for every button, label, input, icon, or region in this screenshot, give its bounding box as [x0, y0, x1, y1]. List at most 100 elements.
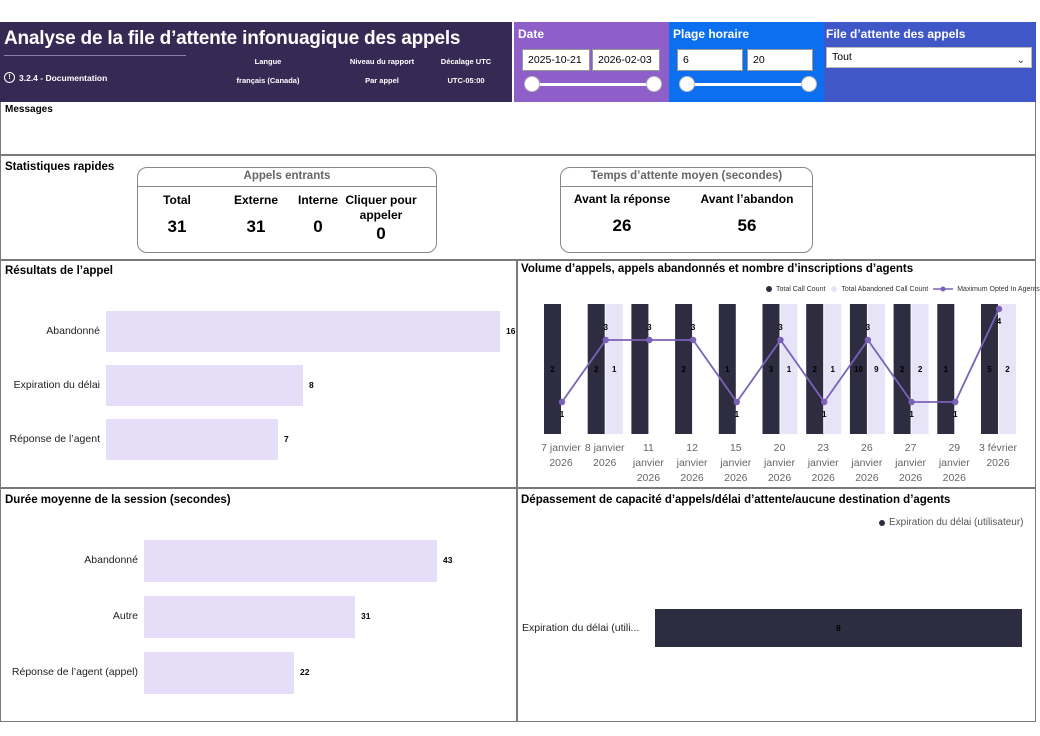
bar[interactable] — [106, 419, 278, 460]
report-title: Analyse de la file d’attente infonuagiqu… — [4, 28, 461, 49]
agents-point[interactable] — [777, 336, 784, 344]
bar[interactable] — [144, 596, 355, 638]
language-value: français (Canada) — [236, 76, 300, 85]
total-call-bar[interactable] — [718, 304, 736, 434]
stat-external-value: 31 — [246, 217, 266, 236]
agents-point[interactable] — [733, 398, 740, 406]
total-call-value-label: 2 — [594, 365, 599, 374]
total-call-bar[interactable] — [893, 304, 911, 434]
chevron-down-icon: ⌄ — [1016, 55, 1025, 66]
quick-stats-panel: Statistiques rapides Appels entrants Tot… — [0, 155, 1036, 260]
bar-category-label: Autre — [112, 610, 138, 622]
bar[interactable] — [144, 540, 437, 582]
hours-slider-track[interactable] — [687, 83, 809, 86]
abandoned-call-bar[interactable] — [780, 304, 798, 434]
title-underline — [4, 55, 186, 56]
total-call-bar[interactable] — [675, 304, 693, 434]
agents-value-label: 4 — [997, 317, 1002, 326]
queue-select[interactable]: Tout ⌄ — [826, 47, 1032, 68]
legend-abandoned-dot — [831, 286, 838, 292]
abandoned-call-value-label: 9 — [874, 365, 879, 374]
total-call-bar[interactable] — [587, 304, 605, 434]
overflow-legend-label: Expiration du délai (utilisateur) — [889, 517, 1024, 528]
x-axis-tick-label: 2026 — [812, 472, 836, 484]
agents-point[interactable] — [995, 305, 1003, 313]
x-axis-tick-label: 2026 — [943, 472, 967, 484]
x-axis-tick-label: 2026 — [855, 472, 879, 484]
agents-value-label: 1 — [909, 410, 914, 419]
documentation-link[interactable]: ! 3.2.4 - Documentation — [4, 72, 107, 83]
bar-category-label: Réponse de l’agent (appel) — [11, 666, 138, 678]
date-end-input[interactable]: 2026-02-03 — [592, 49, 660, 71]
agents-point[interactable] — [602, 336, 609, 344]
agents-point[interactable] — [646, 336, 653, 344]
queue-filter-title: File d’attente des appels — [826, 27, 966, 41]
agents-point[interactable] — [558, 398, 566, 406]
abandoned-call-value-label: 1 — [830, 365, 835, 374]
total-call-value-label: 2 — [812, 365, 817, 374]
stat-external-label: Externe — [233, 193, 279, 207]
hours-start-input[interactable]: 6 — [677, 49, 743, 71]
overflow-legend: Expiration du délai (utilisateur) — [879, 517, 1024, 528]
abandoned-call-bar[interactable] — [605, 304, 623, 434]
abandoned-call-value-label: 1 — [787, 365, 792, 374]
x-axis-tick-label: 26 — [861, 442, 873, 454]
hours-slider-end-handle[interactable] — [801, 76, 817, 92]
bar[interactable] — [144, 652, 294, 694]
x-axis-tick-label: janvier — [807, 457, 839, 469]
x-axis-tick-label: janvier — [676, 457, 708, 469]
agents-point[interactable] — [908, 398, 915, 406]
bar[interactable] — [106, 311, 500, 352]
date-slider-track[interactable] — [532, 83, 654, 86]
hours-end-input[interactable]: 20 — [747, 49, 813, 71]
date-filter-title: Date — [518, 27, 545, 41]
total-call-bar[interactable] — [849, 304, 867, 434]
total-call-bar[interactable] — [631, 304, 649, 434]
bar-category-label: Expiration du délai (utili... — [522, 622, 640, 634]
agents-point[interactable] — [689, 336, 697, 344]
x-axis-tick-label: 2026 — [899, 472, 923, 484]
total-call-bar[interactable] — [762, 304, 780, 434]
queue-select-value: Tout — [832, 51, 852, 63]
abandoned-call-bar[interactable] — [824, 304, 842, 434]
stat-click-to-call-label: Cliquer pour appeler — [345, 193, 417, 222]
agents-point[interactable] — [821, 398, 828, 406]
date-slider-start-handle[interactable] — [524, 76, 540, 92]
x-axis-tick-label: janvier — [632, 457, 664, 469]
bar-category-label: Réponse de l’agent — [9, 432, 101, 445]
abandoned-call-value-label: 2 — [1005, 365, 1010, 374]
bar[interactable] — [106, 365, 303, 406]
x-axis-tick-label: 12 — [686, 442, 698, 454]
x-axis-tick-label: 20 — [774, 442, 786, 454]
stat-total-label: Total — [163, 193, 191, 207]
x-axis-tick-label: 23 — [817, 442, 829, 454]
agents-value-label: 1 — [560, 410, 565, 419]
card-divider — [561, 186, 812, 187]
stat-before-abandon-label: Avant l’abandon — [700, 192, 794, 206]
overflow-title: Dépassement de capacité d’appels/délai d… — [521, 494, 951, 506]
call-results-panel: Résultats de l’appel Abandonné 16 Expirati… — [0, 260, 517, 488]
total-call-bar[interactable] — [544, 304, 561, 434]
x-axis-tick-label: 8 janvier — [585, 442, 625, 454]
abandoned-call-bar[interactable] — [867, 304, 885, 434]
bar[interactable] — [655, 609, 1022, 647]
legend-abandoned-label: Total Abandoned Call Count — [841, 285, 929, 293]
incoming-calls-card: Appels entrants Total 31 Externe 31 Inte… — [137, 167, 437, 253]
date-start-input[interactable]: 2025-10-21 — [522, 49, 590, 71]
stat-before-abandon-value: 56 — [737, 216, 757, 235]
legend-agents-line-icon — [933, 286, 954, 292]
total-call-bar[interactable] — [806, 304, 824, 434]
date-slider-end-handle[interactable] — [646, 76, 662, 92]
queue-filter-panel: File d’attente des appels Tout ⌄ — [824, 22, 1036, 102]
x-axis-tick-label: 2026 — [768, 472, 792, 484]
hours-slider-start-handle[interactable] — [679, 76, 695, 92]
agents-point[interactable] — [952, 398, 959, 406]
date-filter-panel: Date 2025-10-21 2026-02-03 — [514, 22, 669, 102]
report-header: Analyse de la file d’attente infonuagiqu… — [0, 22, 512, 102]
session-duration-title: Durée moyenne de la session (secondes) — [5, 494, 231, 506]
report-level-value: Par appel — [365, 76, 399, 85]
messages-title: Messages — [5, 104, 53, 115]
agents-point[interactable] — [864, 336, 872, 344]
abandoned-call-bar[interactable] — [999, 304, 1016, 434]
